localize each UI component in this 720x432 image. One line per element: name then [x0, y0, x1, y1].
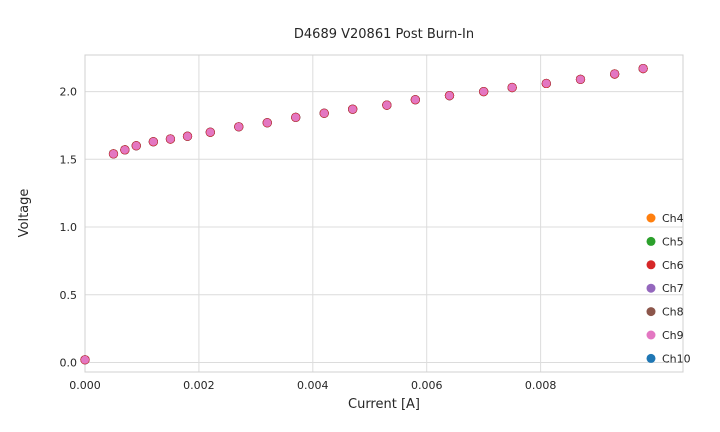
y-axis-label: Voltage — [17, 189, 32, 238]
x-tick-label: 0.006 — [411, 379, 443, 392]
scatter-point-Ch9 — [234, 122, 243, 131]
scatter-point-Ch9 — [348, 105, 357, 114]
scatter-point-Ch9 — [206, 128, 215, 137]
x-tick-label: 0.000 — [69, 379, 101, 392]
scatter-point-Ch9 — [120, 145, 129, 154]
legend-label-Ch9: Ch9 — [662, 329, 684, 342]
y-tick-label: 0.5 — [60, 289, 78, 302]
scatter-point-Ch9 — [479, 87, 488, 96]
legend-marker-Ch8 — [646, 307, 656, 317]
legend-label-Ch5: Ch5 — [662, 235, 684, 248]
scatter-point-Ch9 — [411, 95, 420, 104]
legend: Ch4 Ch5 Ch6 Ch7 Ch8 Ch9 Ch10 — [646, 212, 691, 365]
scatter-point-Ch9 — [382, 101, 391, 110]
scatter-point-Ch9 — [149, 137, 158, 146]
legend-marker-Ch5 — [646, 236, 656, 246]
x-tick-label: 0.004 — [297, 379, 329, 392]
legend-label-Ch10: Ch10 — [662, 352, 691, 365]
scatter-point-Ch9 — [610, 69, 619, 78]
data-points — [80, 63, 648, 365]
gridlines — [84, 55, 683, 372]
legend-marker-Ch6 — [646, 260, 656, 270]
y-tick-label: 1.5 — [60, 153, 78, 166]
scatter-point-Ch9 — [291, 113, 300, 122]
legend-marker-Ch10 — [646, 353, 656, 363]
legend-label-Ch6: Ch6 — [662, 259, 684, 272]
scatter-point-Ch9 — [183, 132, 192, 141]
x-axis-label: Current [A] — [348, 397, 420, 412]
scatter-point-Ch9 — [109, 149, 118, 158]
scatter-point-Ch9 — [132, 141, 141, 150]
legend-label-Ch8: Ch8 — [662, 306, 684, 319]
scatter-point-Ch9 — [81, 355, 89, 364]
chart-title: D4689 V20861 Post Burn-In — [294, 27, 474, 42]
x-tick-label: 0.008 — [525, 379, 557, 392]
scatter-point-Ch9 — [445, 91, 454, 100]
scatter-point-Ch9 — [263, 118, 272, 127]
y-tick-label: 0.0 — [60, 357, 78, 370]
y-tick-label: 2.0 — [60, 86, 78, 99]
y-tick-labels: 0.0 0.5 1.0 1.5 2.0 — [60, 86, 78, 370]
legend-marker-Ch9 — [646, 330, 656, 340]
x-tick-label: 0.002 — [183, 379, 215, 392]
legend-marker-Ch7 — [646, 283, 656, 293]
scatter-point-Ch9 — [166, 134, 175, 143]
legend-marker-Ch4 — [646, 213, 656, 223]
legend-label-Ch4: Ch4 — [662, 212, 684, 225]
scatter-point-Ch9 — [508, 83, 517, 92]
scatter-point-Ch9 — [576, 75, 585, 84]
y-tick-label: 1.0 — [60, 221, 78, 234]
scatter-point-Ch9 — [320, 109, 329, 118]
scatter-point-Ch9 — [542, 79, 551, 88]
x-tick-labels: 0.000 0.002 0.004 0.006 0.008 — [69, 379, 556, 392]
scatter-point-Ch9 — [639, 64, 648, 73]
plot-area — [84, 54, 684, 373]
legend-label-Ch7: Ch7 — [662, 282, 684, 295]
